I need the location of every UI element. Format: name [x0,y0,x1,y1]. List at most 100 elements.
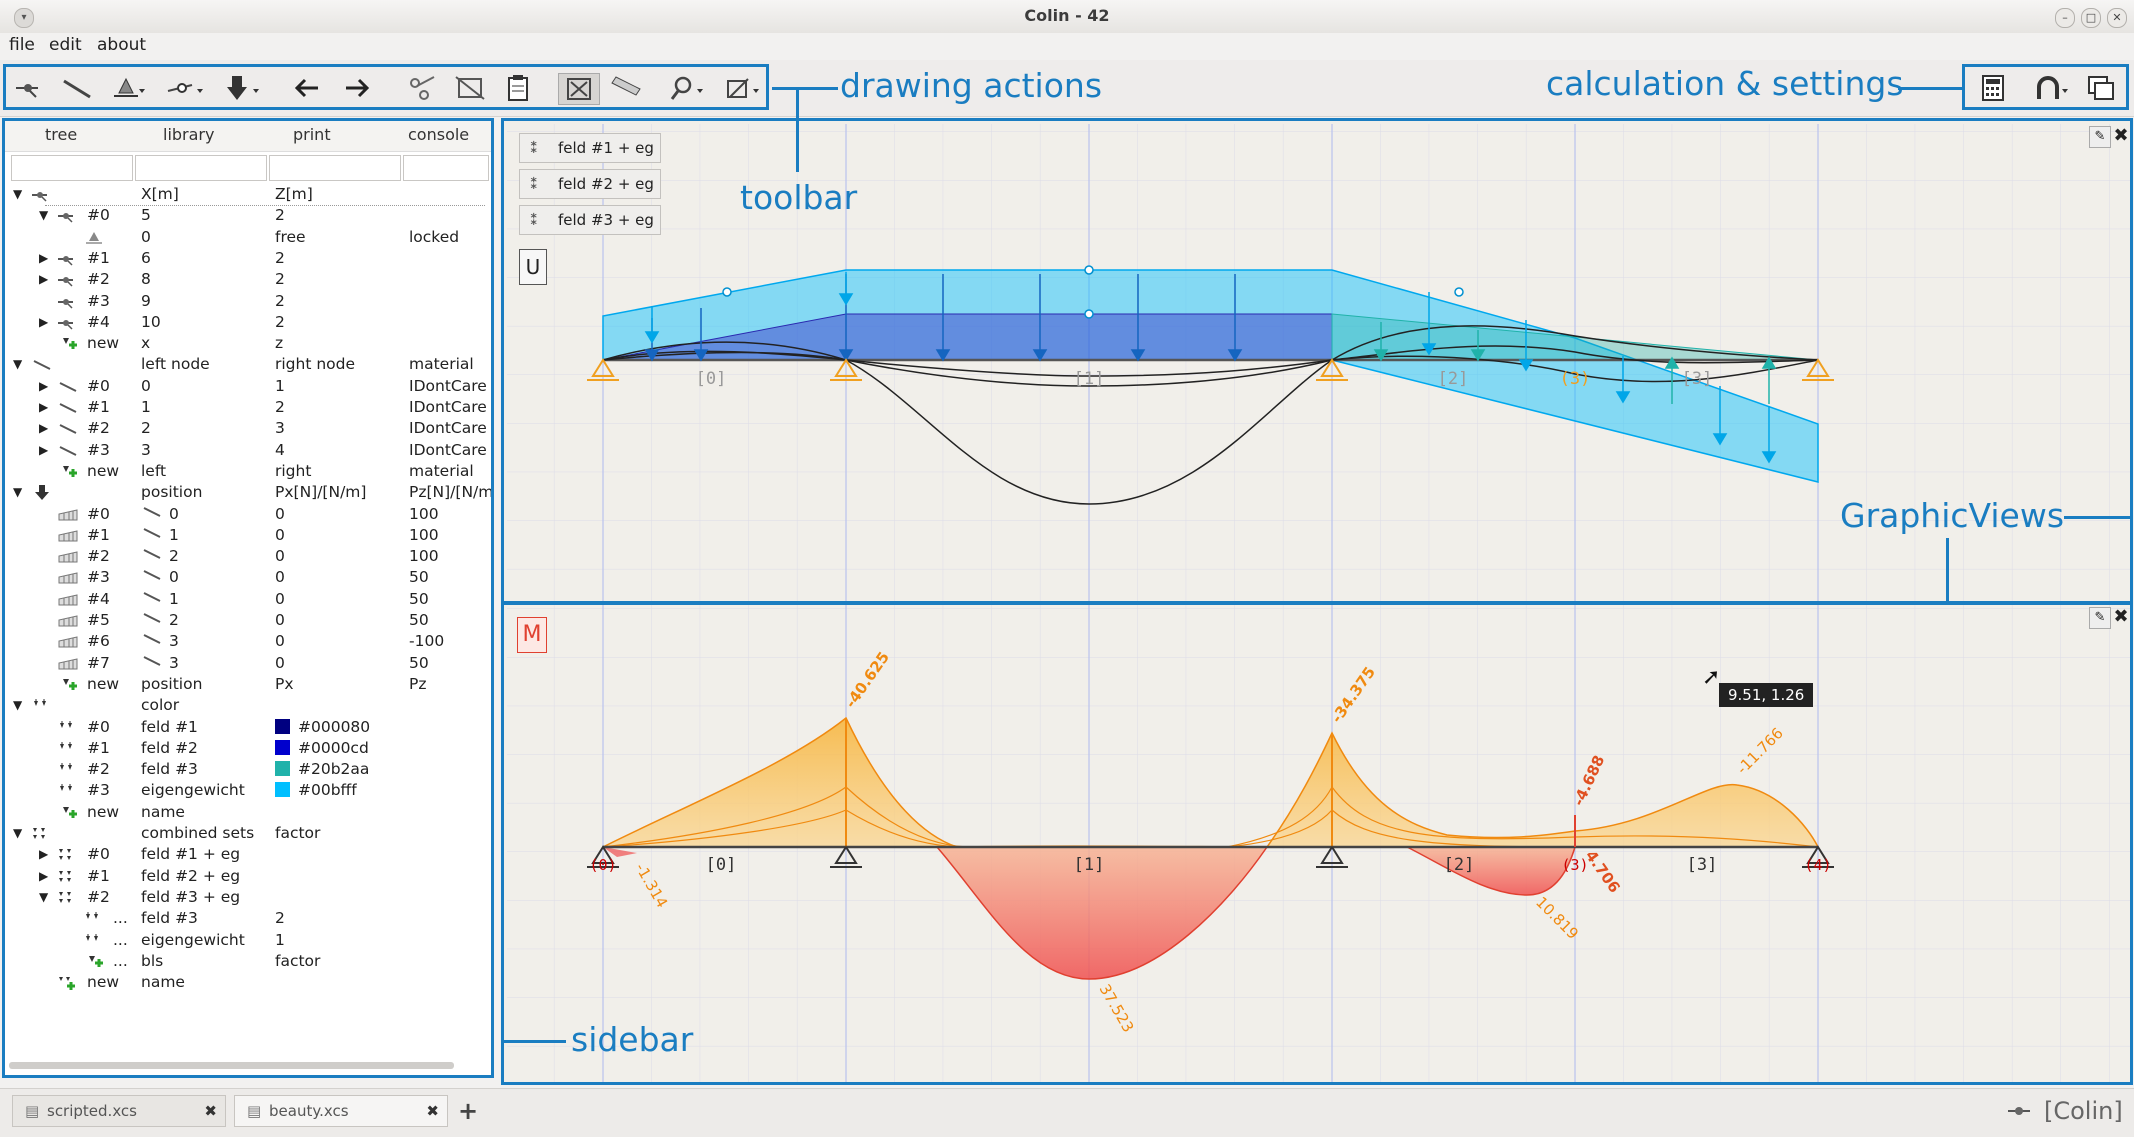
tree-row[interactable]: new name [5,972,491,993]
tree-cell-col3[interactable]: 1 [275,376,285,397]
magnet-icon[interactable] [2031,73,2071,103]
tree-row[interactable]: 0 free locked [5,227,491,248]
load-icon[interactable] [222,73,262,103]
tree-row[interactable]: ▼ combined sets factor [5,823,491,844]
tree-row[interactable]: ... eigengewicht 1 [5,930,491,951]
menu-file[interactable]: file [9,35,35,55]
collapse-icon[interactable]: ▼ [13,826,23,840]
tree-row[interactable]: new position Px Pz [5,674,491,695]
tree-cell-col4[interactable]: Pz [409,674,427,693]
tree-cell-col3[interactable]: factor [275,823,320,844]
collapse-icon[interactable]: ▼ [39,889,49,904]
tree-cell-col4[interactable]: locked [409,227,460,246]
tree-cell-col3[interactable]: 3 [275,418,285,439]
tree-row[interactable]: ... bls factor [5,951,491,972]
tree-cell-col2[interactable]: bls [141,951,163,972]
tree-cell-col3[interactable]: #20b2aa [275,759,369,780]
tree-cell-col2[interactable]: 8 [141,269,151,290]
tree-cell-col2[interactable]: 3 [141,631,179,652]
tree-cell-col3[interactable]: 2 [275,312,285,333]
moment-toggle-button[interactable]: M [517,617,547,653]
tree-cell-col2[interactable]: 3 [141,440,151,461]
tree-cell-col3[interactable]: 0 [275,504,285,525]
tree-cell-col3[interactable]: 2 [275,269,285,290]
filter-field-4[interactable] [403,155,489,181]
tree-cell-col4[interactable]: Pz[N]/[N/m] [409,483,491,502]
tree-cell-col4[interactable]: 100 [409,504,439,523]
snap-icon[interactable] [720,73,760,103]
tree-row[interactable]: ▼ color [5,695,491,716]
tree-row[interactable]: ▶ #4 10 2 [5,312,491,333]
tree-cell-col3[interactable]: 0 [275,567,285,588]
color-swatch[interactable] [275,739,290,755]
tree-cell-col2[interactable]: 0 [141,227,151,248]
tab-library[interactable]: library [163,125,215,144]
tree-cell-col3[interactable]: 0 [275,546,285,567]
tree-cell-col3[interactable]: #00bfff [275,780,357,801]
tree-row[interactable]: ▶ #0 0 1 IDontCare [5,376,491,397]
tree-cell-col2[interactable]: feld #2 + eg [141,866,240,887]
arrow-right-icon[interactable] [336,73,376,103]
tree-row[interactable]: ▼ left node right node material [5,354,491,375]
tree-cell-col4[interactable]: 100 [409,547,439,566]
tree-cell-col2[interactable]: left node [141,354,210,375]
windows-icon[interactable] [2081,73,2121,103]
expand-icon[interactable]: ▶ [39,314,49,329]
beam-icon[interactable] [58,73,98,103]
tree-cell-col4[interactable]: IDontCare [409,419,487,438]
tree-row[interactable]: ... feld #3 2 [5,908,491,929]
new-tab-icon[interactable]: + [458,1097,479,1125]
color-swatch[interactable] [275,761,290,777]
tree-row[interactable]: ▶ #2 2 3 IDontCare [5,418,491,439]
tree-row[interactable]: #5 2 0 50 [5,610,491,631]
file-tab[interactable]: ▤ scripted.xcs ✖ [12,1095,226,1127]
close-window-icon[interactable]: ✕ [2107,8,2127,28]
tree-row[interactable]: new name [5,802,491,823]
ruler-icon[interactable] [606,73,646,103]
tree-row[interactable]: #1 1 0 100 [5,525,491,546]
tree-cell-col3[interactable]: z [275,333,283,354]
tree-cell-col2[interactable]: x [141,333,150,354]
tree-cell-col3[interactable]: 4 [275,440,285,461]
tree-cell-col2[interactable]: name [141,972,185,993]
tree-cell-col4[interactable]: IDontCare [409,398,487,416]
tree-cell-col3[interactable]: 0 [275,610,285,631]
support-icon[interactable] [106,73,146,103]
zoom-icon[interactable] [666,73,706,103]
calculator-icon[interactable] [1973,73,2013,103]
filter-field-1[interactable] [11,155,133,181]
tree-cell-col4[interactable]: material [409,461,474,480]
expand-icon[interactable]: ▶ [39,847,49,862]
node-icon[interactable] [10,73,50,103]
tree-cell-col2[interactable]: left [141,461,166,482]
tree-cell-col2[interactable]: position [141,482,202,503]
tab-tree[interactable]: tree [45,125,78,144]
tree-cell-col3[interactable]: 0 [275,525,285,546]
tree-cell-col2[interactable]: feld #3 [141,759,198,780]
tree-cell-col3[interactable]: #0000cd [275,738,369,759]
tree-cell-col2[interactable]: 5 [141,205,151,226]
menu-about[interactable]: about [97,35,147,55]
collapse-icon[interactable]: ▼ [13,357,23,372]
collapse-icon[interactable]: ▼ [13,485,23,500]
tree-cell-col2[interactable]: 0 [141,567,179,588]
load-set-button[interactable]: ⁑ feld #1 + eg [519,133,661,163]
tree-cell-col3[interactable]: 0 [275,631,285,652]
expand-icon[interactable]: ▶ [39,272,49,287]
window-menu-icon[interactable]: ▾ [14,8,34,28]
tree-row[interactable]: new x z [5,333,491,354]
tree-cell-col2[interactable]: feld #1 [141,717,198,738]
tree-cell-col4[interactable]: 50 [409,568,429,587]
tree-row[interactable]: #7 3 0 50 [5,653,491,674]
tree-cell-col2[interactable]: 2 [141,546,179,567]
filter-field-3[interactable] [269,155,401,181]
tab-console[interactable]: console [408,125,470,144]
collapse-icon[interactable]: ▼ [13,698,23,713]
maximize-icon[interactable]: □ [2081,8,2101,28]
tree-cell-col3[interactable]: free [275,227,306,248]
minimize-icon[interactable]: – [2055,8,2075,28]
tree-cell-col3[interactable]: 0 [275,653,285,674]
tree-cell-col3[interactable]: 2 [275,397,285,418]
tree-cell-col3[interactable]: right [275,461,311,482]
close-view-icon[interactable]: ✖ [2113,606,2129,627]
